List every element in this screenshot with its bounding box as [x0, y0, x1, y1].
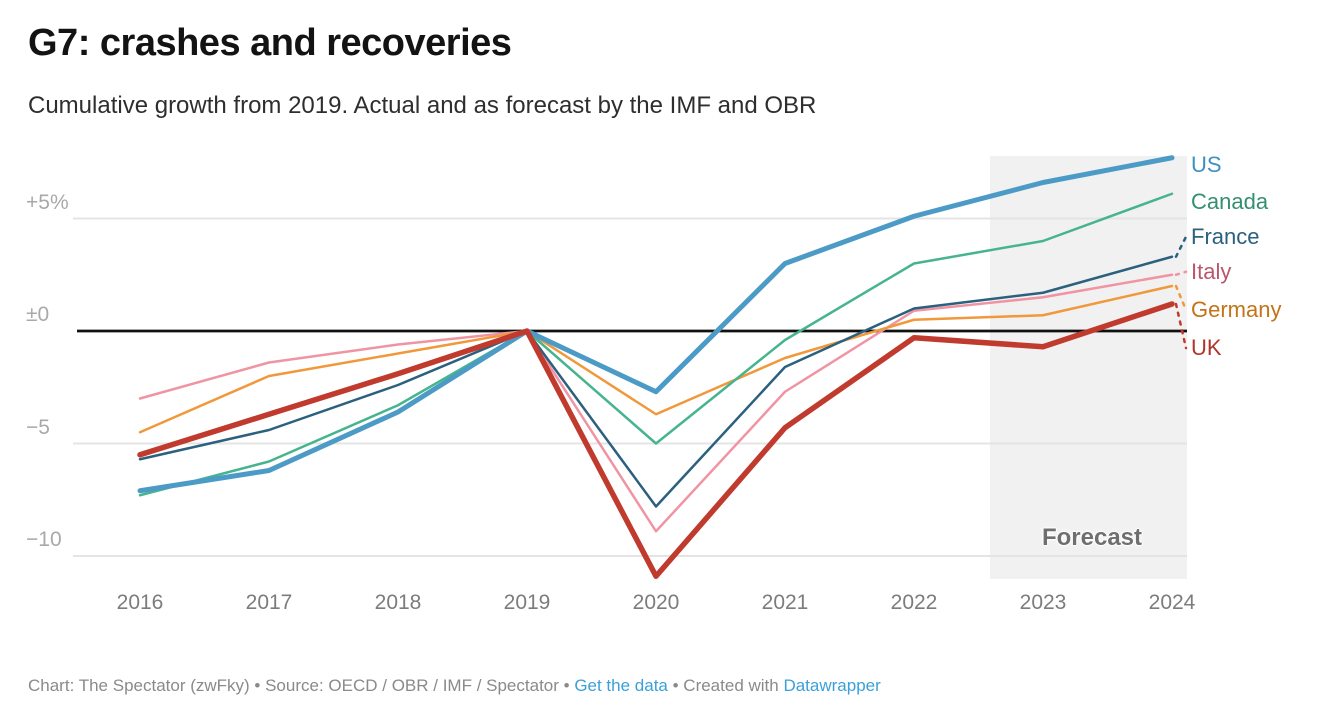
x-axis-tick-2019: 2019 — [503, 591, 551, 614]
y-axis-tick--5: −5 — [26, 415, 50, 439]
series-label-us: US — [1191, 151, 1222, 177]
series-label-canada: Canada — [1191, 188, 1269, 214]
series-label-france: France — [1191, 223, 1260, 249]
x-axis-tick-2020: 2020 — [632, 591, 680, 614]
series-label-italy: Italy — [1191, 258, 1232, 284]
series-line-france[interactable] — [138, 255, 1174, 508]
page-title: G7: crashes and recoveries — [28, 22, 512, 64]
series-line-italy[interactable] — [138, 273, 1174, 533]
chart-footer: Chart: The Spectator (zwFky) • Source: O… — [28, 676, 881, 696]
forecast-band — [990, 156, 1187, 579]
y-axis-tick--10: −10 — [26, 528, 62, 551]
chart-subtitle: Cumulative growth from 2019. Actual and … — [28, 92, 817, 119]
series-line-us[interactable] — [137, 155, 1175, 494]
x-axis-tick-2018: 2018 — [374, 591, 422, 614]
y-axis-tick-5: +5% — [26, 190, 69, 214]
x-axis-tick-2017: 2017 — [245, 591, 293, 614]
series-label-germany: Germany — [1191, 297, 1282, 322]
x-axis-tick-2023: 2023 — [1019, 591, 1067, 614]
series-label-uk: UK — [1191, 335, 1222, 360]
series-line-germany[interactable] — [138, 284, 1174, 434]
x-axis-tick-2024: 2024 — [1148, 591, 1196, 614]
label-leader-italy — [1174, 270, 1188, 276]
label-leader-germany — [1174, 284, 1188, 312]
x-axis-tick-2021: 2021 — [761, 591, 809, 614]
forecast-band-label: Forecast — [1041, 524, 1143, 551]
datawrapper-link[interactable]: Datawrapper — [783, 676, 881, 695]
footer-text: Chart: The Spectator (zwFky) • Source: O… — [28, 676, 575, 695]
x-axis-tick-2016: 2016 — [116, 591, 164, 614]
label-leader-france — [1174, 235, 1188, 258]
series-line-uk[interactable] — [137, 301, 1175, 579]
footer-text: • Created with — [667, 676, 784, 695]
label-leader-uk — [1174, 302, 1188, 350]
get-the-data-link[interactable]: Get the data — [574, 676, 668, 695]
x-axis-tick-2022: 2022 — [890, 591, 938, 614]
series-line-canada[interactable] — [138, 192, 1174, 497]
y-axis-tick-0: ±0 — [26, 303, 50, 326]
